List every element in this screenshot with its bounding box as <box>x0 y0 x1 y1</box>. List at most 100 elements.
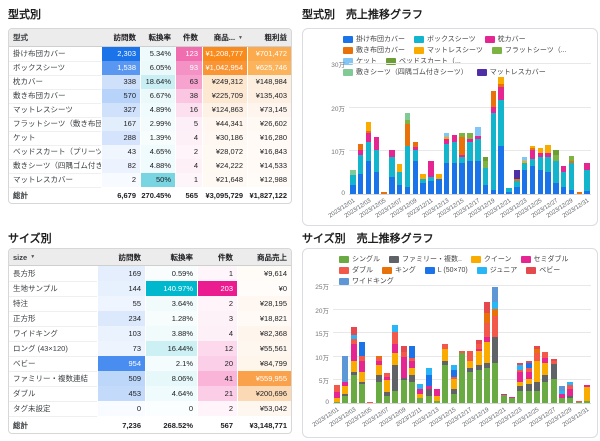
bar-segment[interactable] <box>533 391 540 403</box>
table-row[interactable]: タグ未設定 0 0 2 ¥53,042 <box>9 400 291 417</box>
bar-segment[interactable] <box>436 178 442 194</box>
bar-segment[interactable] <box>443 132 450 138</box>
bar-segment[interactable] <box>560 187 567 194</box>
column-header[interactable]: 件数 <box>175 29 202 46</box>
column-header[interactable]: 訪問数 <box>97 249 145 265</box>
bar-segment[interactable] <box>365 132 372 142</box>
bar-segment[interactable] <box>451 141 458 164</box>
bar-segment[interactable] <box>409 360 416 368</box>
bar-segment[interactable] <box>498 76 504 84</box>
bar-segment[interactable] <box>483 336 490 342</box>
bar-segment[interactable] <box>442 348 449 361</box>
bar-segment[interactable] <box>553 154 559 162</box>
table-row[interactable]: ロング (43×120) 73 16.44% 12 ¥55,561 <box>9 340 291 357</box>
bar-segment[interactable] <box>506 188 512 192</box>
column-header[interactable]: 商品... ▼ <box>202 29 247 46</box>
bar-segment[interactable] <box>500 394 507 403</box>
bar-segment[interactable] <box>443 139 450 144</box>
column-header[interactable]: 件数 <box>197 249 237 265</box>
bar-segment[interactable] <box>442 360 449 366</box>
bar-segment[interactable] <box>475 344 482 349</box>
bar-segment[interactable] <box>529 159 536 166</box>
bar-segment[interactable] <box>357 174 364 194</box>
bar-segment[interactable] <box>558 391 565 394</box>
table-row[interactable]: 敷き布団カバー 570 6.67% 38 ¥225,709 ¥135,403 <box>9 88 291 104</box>
bar-segment[interactable] <box>475 139 481 162</box>
bar-segment[interactable] <box>436 174 442 179</box>
bar-segment[interactable] <box>492 301 499 309</box>
bar-segment[interactable] <box>365 141 372 162</box>
bar-segment[interactable] <box>396 164 403 173</box>
bar-segment[interactable] <box>492 287 499 302</box>
bar-segment[interactable] <box>525 367 532 373</box>
bar-segment[interactable] <box>517 372 524 382</box>
bar-segment[interactable] <box>517 365 524 370</box>
table-row[interactable]: ダブル 453 4.64% 21 ¥200,696 <box>9 385 291 402</box>
bar-segment[interactable] <box>584 169 590 191</box>
legend-item[interactable]: マットレスシーツ <box>414 45 483 56</box>
bar-segment[interactable] <box>365 130 372 133</box>
bar-segment[interactable] <box>492 336 499 363</box>
bar-segment[interactable] <box>514 178 520 181</box>
bar-segment[interactable] <box>350 339 357 344</box>
bar-segment[interactable] <box>425 395 432 403</box>
bar-segment[interactable] <box>567 381 574 386</box>
bar-segment[interactable] <box>533 346 540 349</box>
bar-segment[interactable] <box>389 150 395 157</box>
bar-segment[interactable] <box>392 332 399 344</box>
bar-segment[interactable] <box>417 393 424 399</box>
bar-segment[interactable] <box>584 190 590 194</box>
bar-segment[interactable] <box>434 388 441 396</box>
bar-segment[interactable] <box>525 379 532 385</box>
bar-segment[interactable] <box>521 156 528 162</box>
bar-segment[interactable] <box>483 301 490 314</box>
bar-segment[interactable] <box>375 365 382 375</box>
bar-segment[interactable] <box>525 360 532 363</box>
bar-segment[interactable] <box>517 369 524 373</box>
bar-segment[interactable] <box>537 152 543 157</box>
bar-segment[interactable] <box>514 187 520 194</box>
legend-item[interactable]: L (50×70) <box>424 265 468 276</box>
bar-segment[interactable] <box>334 401 341 403</box>
bar-segment[interactable] <box>482 167 489 186</box>
bar-segment[interactable] <box>451 163 458 194</box>
bar-segment[interactable] <box>396 185 403 194</box>
bar-segment[interactable] <box>508 397 515 399</box>
column-header[interactable]: 転換率 <box>140 29 175 46</box>
bar-segment[interactable] <box>467 372 474 403</box>
bar-segment[interactable] <box>550 379 557 403</box>
legend-item[interactable]: キング <box>382 265 416 276</box>
bar-segment[interactable] <box>467 132 473 139</box>
bar-segment[interactable] <box>545 153 551 157</box>
bar-segment[interactable] <box>568 189 575 194</box>
table-row[interactable]: ベッドスカート（プリーツ） 43 4.65% 2 ¥28,072 ¥16,843 <box>9 144 291 160</box>
bar-segment[interactable] <box>412 141 419 148</box>
bar-segment[interactable] <box>517 381 524 387</box>
table-row[interactable]: ワイドキング 103 3.88% 4 ¥82,368 <box>9 325 291 342</box>
bar-segment[interactable] <box>375 358 382 361</box>
bar-segment[interactable] <box>373 137 380 151</box>
bar-segment[interactable] <box>459 156 465 164</box>
column-header[interactable]: 訪問数 <box>101 29 140 46</box>
bar-segment[interactable] <box>359 341 366 356</box>
bar-segment[interactable] <box>404 187 411 194</box>
bar-segment[interactable] <box>384 377 391 381</box>
bar-segment[interactable] <box>350 360 357 373</box>
bar-segment[interactable] <box>459 154 465 157</box>
bar-segment[interactable] <box>409 358 416 361</box>
bar-segment[interactable] <box>459 132 465 138</box>
bar-segment[interactable] <box>350 175 356 186</box>
bar-segment[interactable] <box>558 393 565 399</box>
bar-segment[interactable] <box>490 91 497 107</box>
bar-segment[interactable] <box>400 356 407 378</box>
bar-segment[interactable] <box>389 156 395 177</box>
bar-segment[interactable] <box>467 138 473 142</box>
bar-segment[interactable] <box>492 308 499 316</box>
bar-segment[interactable] <box>567 388 574 396</box>
bar-segment[interactable] <box>533 381 540 392</box>
bar-segment[interactable] <box>375 360 382 366</box>
bar-segment[interactable] <box>483 341 490 363</box>
bar-segment[interactable] <box>560 172 567 188</box>
bar-segment[interactable] <box>425 388 432 396</box>
bar-segment[interactable] <box>498 87 504 101</box>
